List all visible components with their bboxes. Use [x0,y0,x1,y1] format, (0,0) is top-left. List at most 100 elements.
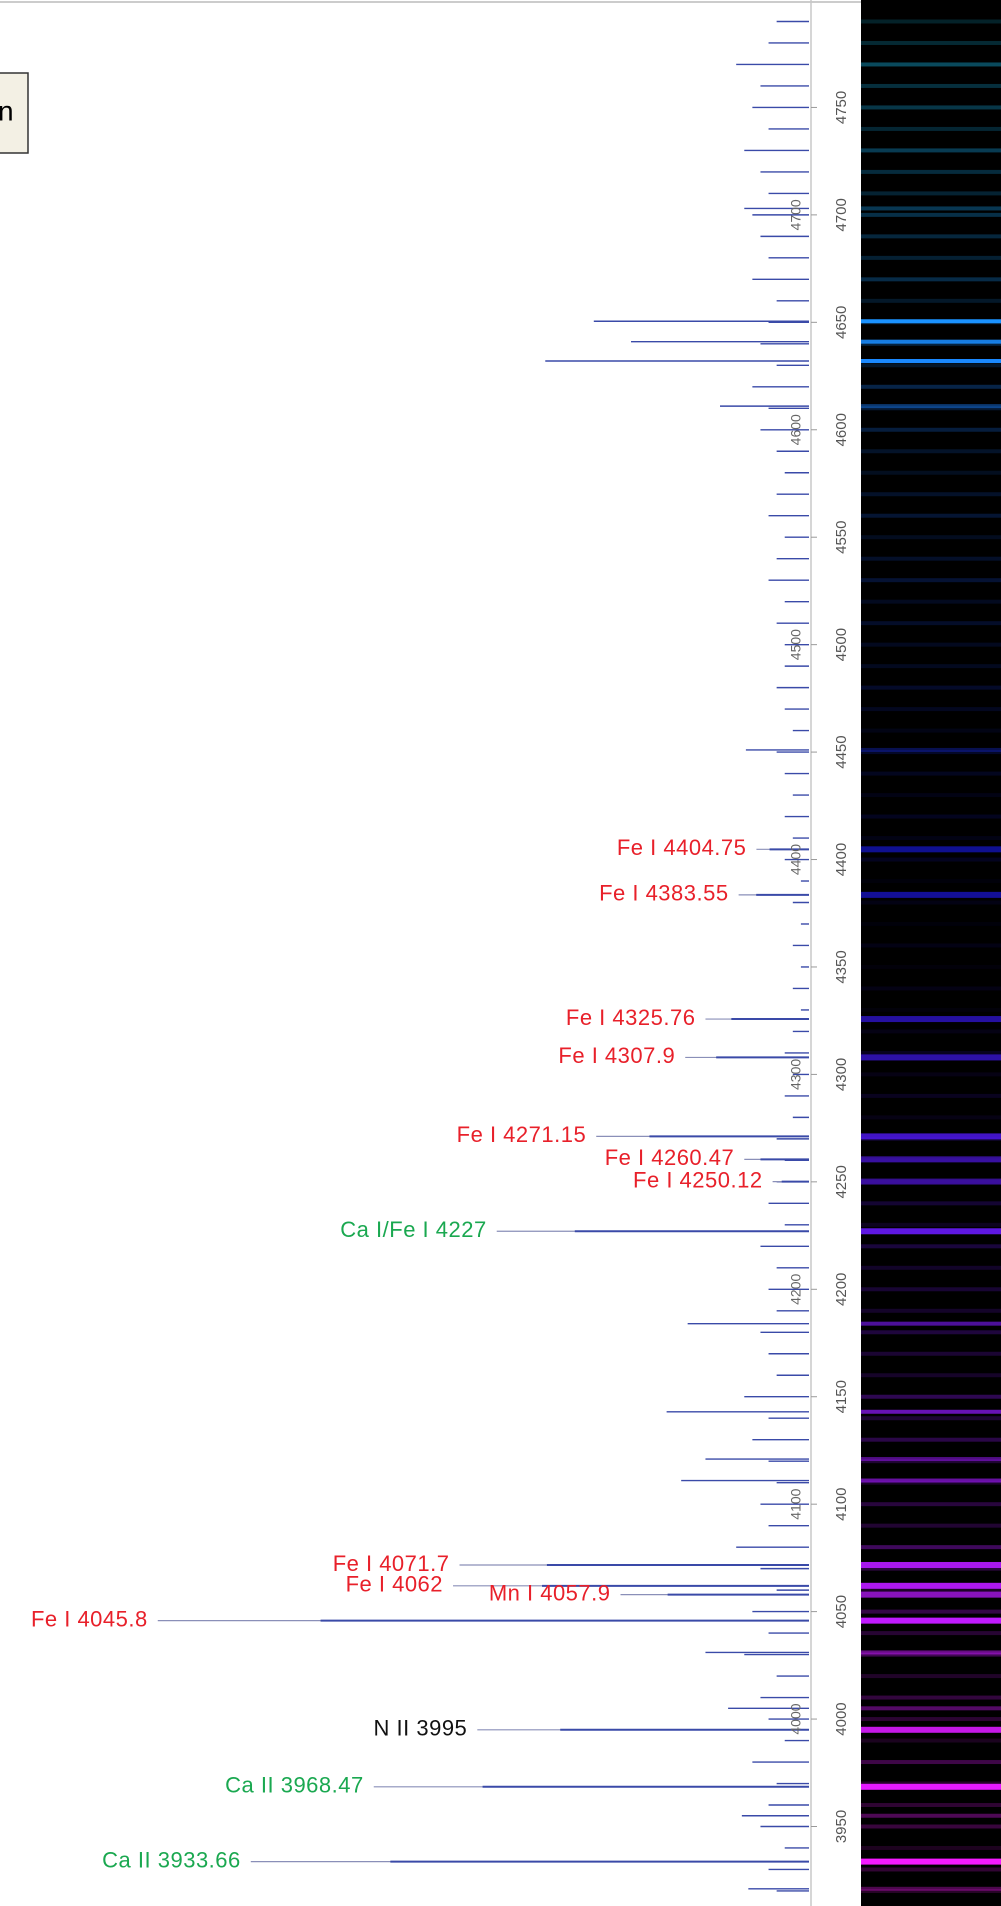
strip-band [861,1803,1001,1807]
y-tick-label: 4550 [833,521,850,554]
strip-band [861,986,1001,990]
y-tick-label: 4750 [833,91,850,124]
strip-band [861,1156,1001,1162]
strip-band [861,1524,1001,1528]
button-label[interactable]: n [0,95,14,126]
strip-band [861,1696,1001,1700]
strip-band [861,772,1001,776]
strip-band [861,1867,1001,1871]
strip-band [861,1309,1001,1313]
strip-band [861,748,1001,752]
inner-tick-label: 4500 [788,629,804,660]
inner-tick-label: 4700 [788,199,804,230]
strip-band [861,191,1001,195]
line-label: Ca I/Fe I 4227 [340,1217,486,1242]
strip-band [861,1201,1001,1205]
strip-band [861,385,1001,389]
strip-band [861,846,1001,852]
y-tick-label: 4700 [833,198,850,231]
strip-band [861,1244,1001,1248]
y-tick-label: 4350 [833,950,850,983]
strip-band [861,1824,1001,1828]
line-label: Fe I 4250.12 [633,1167,763,1192]
strip-band [861,1479,1001,1483]
strip-band [861,127,1001,131]
y-tick-label: 4650 [833,306,850,339]
inner-tick-label: 4000 [788,1703,804,1734]
strip-band [861,19,1001,23]
strip-band [861,148,1001,152]
strip-band [861,557,1001,561]
strip-band [861,535,1001,539]
strip-band [861,686,1001,690]
strip-band [861,213,1001,217]
strip-band [861,256,1001,260]
strip-band [861,643,1001,647]
strip-band [861,600,1001,604]
inner-tick-label: 4100 [788,1488,804,1519]
strip-band [861,1115,1001,1119]
y-tick-label: 4000 [833,1702,850,1735]
strip-band [861,943,1001,947]
strip-band [861,621,1001,625]
inner-tick-label: 4400 [788,844,804,875]
strip-band [861,1859,1001,1865]
strip-band [861,815,1001,819]
line-label: Ca II 3968.47 [225,1773,364,1798]
strip-band [861,1739,1001,1743]
strip-band [861,319,1001,323]
strip-band [861,62,1001,66]
strip-band [861,1610,1001,1614]
strip-band [861,707,1001,711]
inner-tick-label: 4300 [788,1059,804,1090]
strip-band [861,359,1001,363]
strip-band [861,664,1001,668]
strip-band [861,1029,1001,1033]
y-tick-label: 4050 [833,1595,850,1628]
strip-band [861,1016,1001,1022]
strip-band [861,105,1001,109]
strip-band [861,449,1001,453]
strip-band [861,363,1001,367]
strip-band [861,1223,1001,1227]
strip-band [861,729,1001,733]
line-label: N II 3995 [374,1716,468,1741]
strip-band [861,1502,1001,1506]
spectrum-view: n Fe I 4404.75Fe I 4383.55Fe I 4325.76Fe… [0,0,1001,1906]
strip-band [861,1228,1001,1234]
strip-band [861,1352,1001,1356]
strip-band [861,1330,1001,1334]
inner-tick-label: 4200 [788,1274,804,1305]
strip-band [861,1133,1001,1139]
strip-band [861,471,1001,475]
strip-band [861,1094,1001,1098]
y-tick-label: 4600 [833,413,850,446]
strip-band [861,1266,1001,1270]
strip-band [861,1410,1001,1414]
strip-band [861,1583,1001,1589]
strip-band [861,1051,1001,1055]
strip-band [861,578,1001,582]
line-label: Fe I 4383.55 [599,881,729,906]
y-tick-label: 4150 [833,1380,850,1413]
strip-band [861,1618,1001,1624]
strip-band [861,299,1001,303]
strip-band [861,1717,1001,1721]
line-label: Fe I 4307.9 [558,1043,675,1068]
y-tick-label: 4400 [833,843,850,876]
strip-band [861,1592,1001,1598]
strip-band [861,858,1001,862]
strip-band [861,879,1001,883]
y-tick-label: 4450 [833,735,850,768]
strip-band [861,1784,1001,1790]
strip-band [861,1373,1001,1377]
strip-band [861,234,1001,238]
strip-band [861,206,1001,210]
strip-band [861,1457,1001,1461]
strip-band [861,492,1001,496]
strip-band [861,1814,1001,1818]
strip-band [861,170,1001,174]
strip-band [861,404,1001,408]
strip-band [861,965,1001,969]
line-label: Fe I 4271.15 [457,1122,587,1147]
